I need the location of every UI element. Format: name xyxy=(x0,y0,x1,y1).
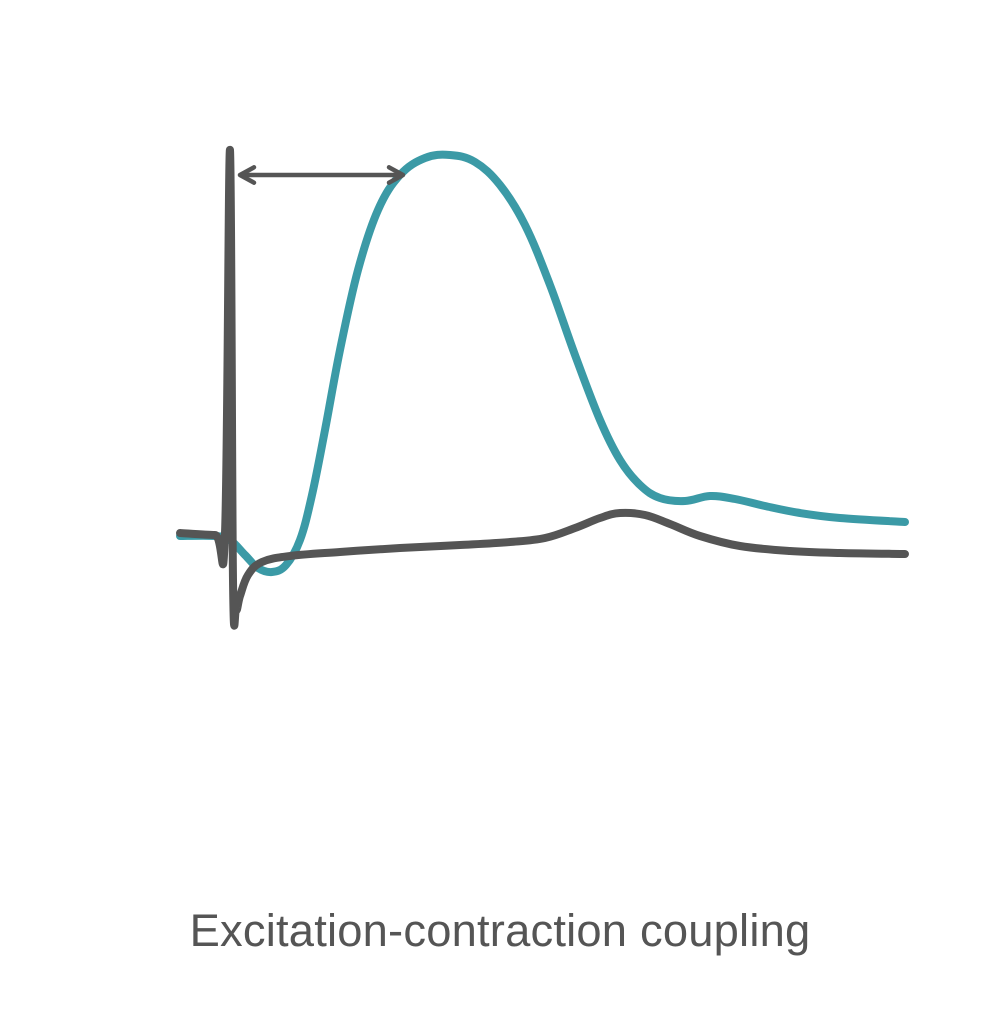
figure-container: Excitation-contraction coupling xyxy=(0,0,1000,1023)
figure-caption: Excitation-contraction coupling xyxy=(0,905,1000,957)
latency-arrow xyxy=(240,167,403,182)
contraction-trace xyxy=(180,155,905,572)
action-potential-trace xyxy=(180,150,905,626)
ecc-chart xyxy=(0,0,1000,1023)
